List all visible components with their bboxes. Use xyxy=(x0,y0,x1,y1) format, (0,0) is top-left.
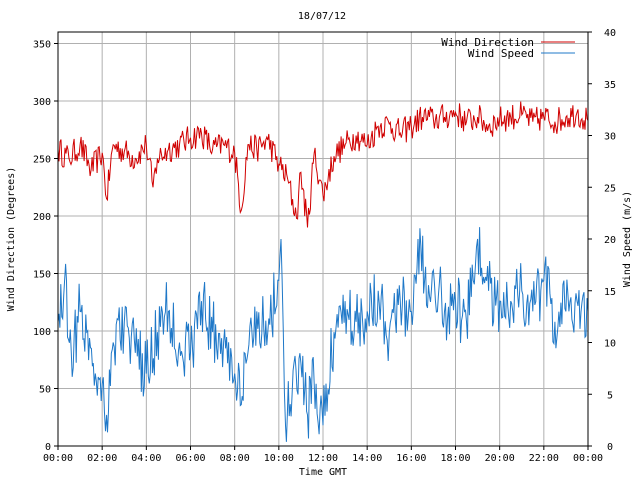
left-y-tick-label: 50 xyxy=(39,385,51,396)
series-layer xyxy=(57,101,589,442)
right-y-tick-label: 20 xyxy=(604,235,616,246)
x-tick-label: 04:00 xyxy=(131,453,161,464)
x-tick-label: 02:00 xyxy=(87,453,117,464)
x-tick-label: 14:00 xyxy=(352,453,382,464)
right-y-tick-label: 35 xyxy=(604,80,616,91)
left-y-tick-label: 150 xyxy=(33,270,51,281)
left-y-tick-label: 250 xyxy=(33,155,51,166)
left-y-tick-label: 100 xyxy=(33,327,51,338)
left-y-tick-label: 0 xyxy=(45,442,51,453)
right-y-tick-label: 5 xyxy=(607,390,613,401)
right-y-tick-label: 0 xyxy=(607,442,613,453)
right-y-axis-label: Wind Speed (m/s) xyxy=(622,191,633,287)
x-tick-label: 20:00 xyxy=(485,453,515,464)
x-axis-label: Time GMT xyxy=(299,467,347,478)
wind-speed-series-line xyxy=(57,227,589,442)
x-tick-label: 12:00 xyxy=(308,453,338,464)
right-y-tick-label: 40 xyxy=(604,28,616,39)
left-y-axis-label: Wind Direction (Degrees) xyxy=(6,167,17,312)
x-tick-label: 06:00 xyxy=(175,453,205,464)
chart-title: 18/07/12 xyxy=(298,11,346,22)
right-y-tick-label: 15 xyxy=(604,287,616,298)
legend: Wind Direction Wind Speed xyxy=(441,36,575,60)
x-tick-label: 00:00 xyxy=(573,453,603,464)
legend-label-wind-speed: Wind Speed xyxy=(468,47,534,60)
x-tick-label: 22:00 xyxy=(529,453,559,464)
x-tick-label: 16:00 xyxy=(396,453,426,464)
axes: 00:00 02:00 04:00 06:00 08:00 10:00 12:00 14:00… xyxy=(33,28,616,464)
grid-lines xyxy=(57,32,589,446)
x-tick-label: 00:00 xyxy=(43,453,73,464)
x-tick-label: 08:00 xyxy=(220,453,250,464)
legend-label-wind-direction: Wind Direction xyxy=(441,36,534,49)
left-y-tick-label: 300 xyxy=(33,97,51,108)
right-y-tick-label: 30 xyxy=(604,132,616,143)
x-tick-label: 18:00 xyxy=(440,453,470,464)
right-y-tick-label: 25 xyxy=(604,183,616,194)
left-y-tick-label: 350 xyxy=(33,40,51,51)
wind-direction-series-line xyxy=(57,101,589,228)
x-tick-label: 10:00 xyxy=(264,453,294,464)
right-y-tick-label: 10 xyxy=(604,339,616,350)
left-y-tick-label: 200 xyxy=(33,212,51,223)
